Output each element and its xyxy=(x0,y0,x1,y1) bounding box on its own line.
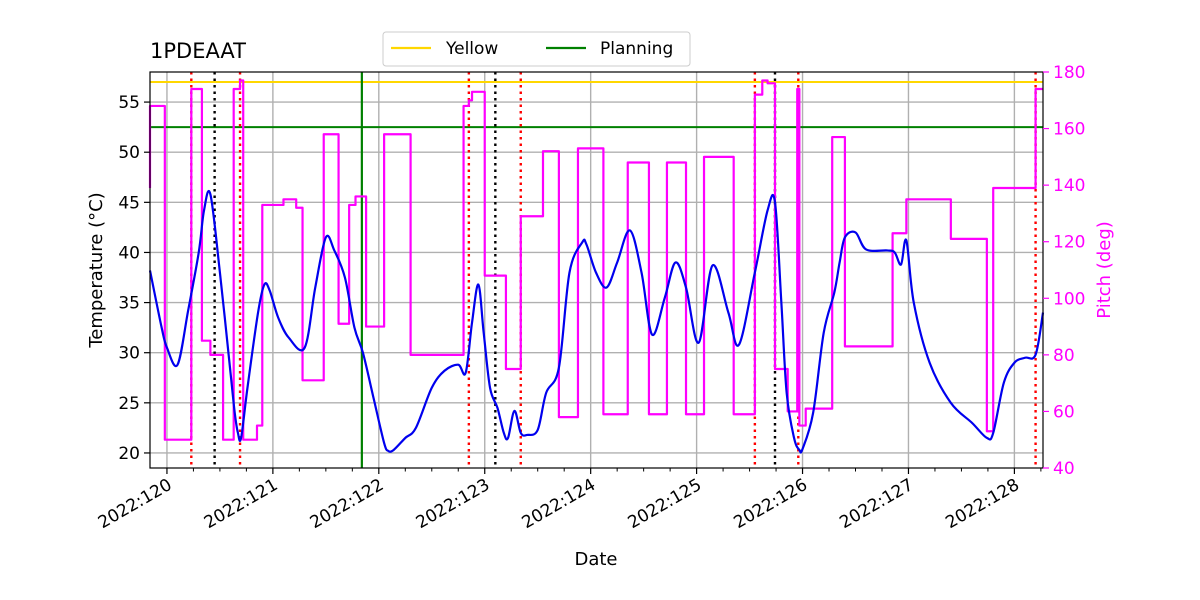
chart-title: 1PDEAAT xyxy=(150,39,246,63)
y-right-tick-label-2: 80 xyxy=(1053,346,1075,366)
y-left-tick-label-3: 35 xyxy=(118,294,140,314)
y-right-tick-label-4: 120 xyxy=(1053,233,1085,253)
plot-frame xyxy=(149,71,1044,469)
temperature-series-line xyxy=(148,189,1045,454)
y-right-tick-label-1: 60 xyxy=(1053,402,1075,422)
pitch-series-line xyxy=(148,79,1043,441)
y-left-tick-label-0: 20 xyxy=(118,444,140,464)
y-axis-label-right: Pitch (deg) xyxy=(1094,221,1115,319)
x-axis-label: Date xyxy=(574,549,617,570)
legend-box xyxy=(382,31,691,67)
y-right-tick-label-0: 40 xyxy=(1053,459,1075,479)
series xyxy=(148,79,1045,454)
y-right-tick-label-7: 180 xyxy=(1053,63,1085,83)
y-right-tick-label-5: 140 xyxy=(1053,176,1085,196)
legend-label-planning: Planning xyxy=(600,39,673,59)
legend-label-yellow: Yellow xyxy=(445,39,498,59)
y-left-tick-label-5: 45 xyxy=(118,193,140,213)
y-right-tick-label-6: 160 xyxy=(1053,120,1085,140)
y-axis-label-left: Temperature (°C) xyxy=(86,192,107,348)
y-left-tick-label-2: 30 xyxy=(118,344,140,364)
legend: Yellow Planning xyxy=(382,31,691,67)
y-right-tick-label-3: 100 xyxy=(1053,289,1085,309)
y-left-tick-label-6: 50 xyxy=(118,143,140,163)
y-left-tick-label-4: 40 xyxy=(118,243,140,263)
limit-lines xyxy=(150,72,1043,468)
y-left-tick-label-7: 55 xyxy=(118,93,140,113)
y-left-tick-label-1: 25 xyxy=(118,394,140,414)
